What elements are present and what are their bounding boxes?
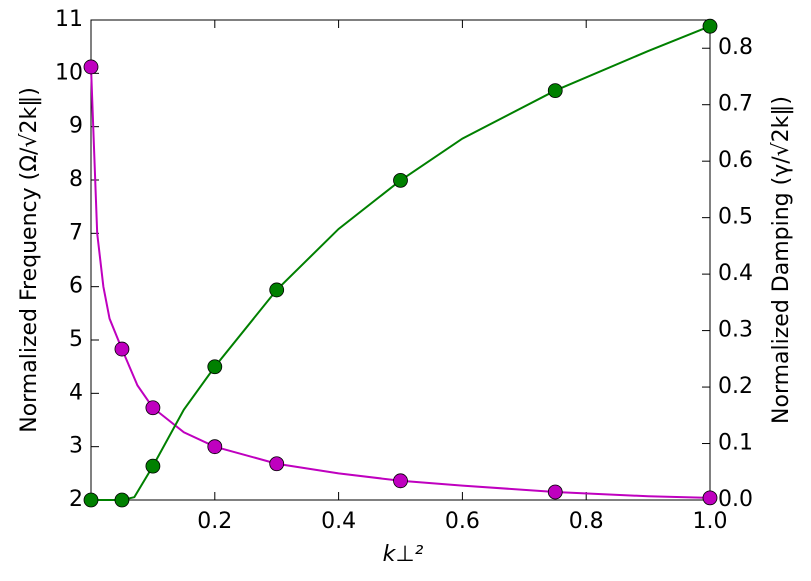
- marker: [83, 492, 99, 508]
- marker: [702, 18, 718, 34]
- y2-tick-label: 0.2: [718, 374, 753, 399]
- y-tick-label: 10: [55, 60, 83, 85]
- y2-tick-label: 0.4: [718, 261, 753, 286]
- marker: [114, 341, 130, 357]
- y-tick-label: 7: [69, 220, 83, 245]
- marker: [547, 484, 563, 500]
- y-tick-label: 6: [69, 274, 83, 299]
- y-tick-label: 8: [69, 167, 83, 192]
- x-tick-label: 0.4: [321, 509, 356, 534]
- marker: [547, 83, 563, 98]
- y2-tick-label: 0.7: [718, 92, 753, 117]
- marker: [145, 400, 161, 416]
- marker: [207, 359, 223, 375]
- curve: [91, 25, 711, 501]
- x-tick-label: 0.8: [569, 509, 604, 534]
- marker: [83, 59, 99, 75]
- y-tick-label: 3: [69, 434, 83, 459]
- y-tick-label: 2: [69, 487, 83, 512]
- y-tick-label: 5: [69, 327, 83, 352]
- y-axis-label: Normalized Frequency (Ω/√2k‖): [17, 87, 42, 433]
- plot-frame: [90, 19, 711, 501]
- marker: [114, 492, 130, 508]
- marker: [393, 473, 408, 489]
- curve: [90, 66, 711, 499]
- y2-tick-label: 0.3: [718, 318, 753, 343]
- y2-tick-label: 0.8: [718, 35, 753, 60]
- x-tick-label: 0.6: [445, 509, 480, 534]
- x-tick-label: 0.2: [197, 509, 232, 534]
- y2-tick-label: 0.5: [718, 205, 753, 230]
- y-tick-label: 4: [69, 380, 83, 405]
- x-axis-label: k⊥²: [383, 542, 424, 567]
- marker: [393, 172, 408, 188]
- marker: [702, 490, 718, 506]
- marker: [145, 458, 161, 474]
- marker: [269, 456, 285, 472]
- y-tick-label: 11: [55, 7, 83, 32]
- x-tick-label: 1.0: [693, 509, 728, 534]
- y2-axis-label: Normalized Damping (γ/√2k‖): [769, 96, 794, 424]
- y2-tick-label: 0.0: [718, 487, 753, 512]
- y-tick-label: 9: [69, 114, 83, 139]
- y2-tick-label: 0.1: [718, 431, 753, 456]
- y2-tick-label: 0.6: [718, 148, 753, 173]
- marker: [207, 439, 223, 455]
- marker: [269, 282, 285, 298]
